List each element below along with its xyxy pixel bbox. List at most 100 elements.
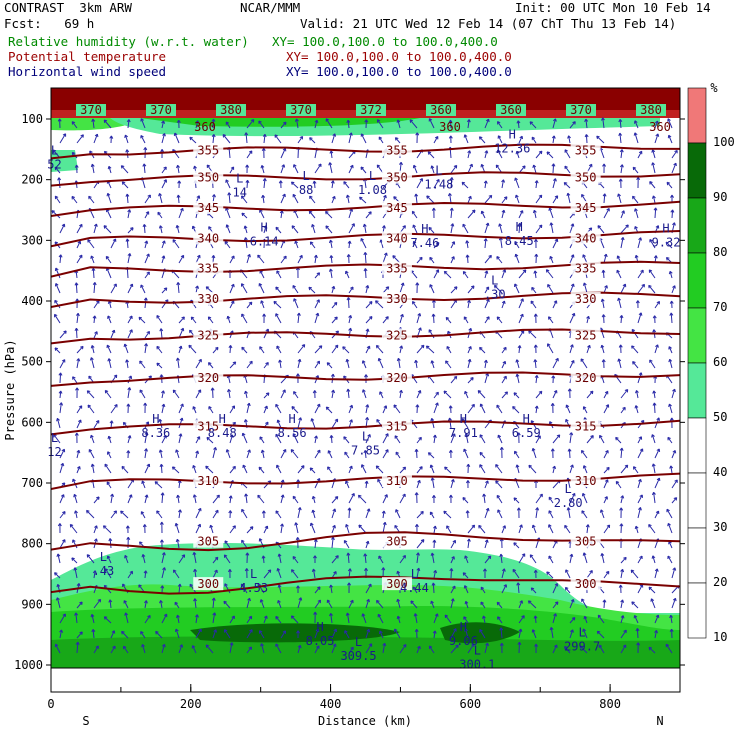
wind-vector [651, 434, 656, 444]
wind-vector [671, 285, 676, 294]
wind-vector [600, 553, 605, 564]
wind-vector [365, 285, 370, 294]
wind-vector [450, 539, 456, 549]
wind-vector [600, 344, 605, 354]
wind-vector [548, 496, 554, 504]
wind-extremum-h: H [523, 412, 530, 426]
wind-vector [176, 494, 181, 504]
wind-vector [259, 599, 265, 609]
wind-vector [142, 524, 147, 534]
wind-vector [533, 270, 538, 279]
wind-vector [292, 285, 299, 294]
theta-label-bg [570, 201, 601, 214]
wind-extremum-h: H [219, 412, 226, 426]
theta-label-315: 315 [575, 419, 597, 433]
wind-vector [357, 494, 367, 504]
theta-label-bg [193, 534, 224, 548]
wind-vector [535, 507, 540, 519]
colorbar-label: 30 [713, 520, 727, 534]
wind-vector [365, 345, 371, 354]
wind-vector [144, 253, 150, 264]
wind-vector [297, 135, 304, 144]
wind-vector [224, 540, 231, 549]
wind-vector [569, 464, 574, 474]
wind-vector [277, 584, 282, 594]
wind-vector [620, 224, 629, 234]
wind-vector [651, 162, 656, 174]
wind-vector [665, 643, 673, 654]
wind-vector [501, 375, 507, 384]
wind-extremum-value: 12 [47, 445, 61, 459]
wind-extremum-value: 8.05 [306, 634, 335, 648]
wind-vector [516, 507, 521, 519]
wind-vector [275, 403, 282, 414]
wind-vector [548, 316, 554, 324]
wind-vector [569, 344, 574, 354]
theta-label-340: 340 [197, 231, 219, 245]
wind-vector [208, 362, 214, 369]
wind-vector [427, 452, 435, 459]
wind-vector [331, 285, 336, 294]
theta-label-340: 340 [386, 231, 408, 245]
wind-vector [477, 390, 486, 399]
wind-vector [552, 238, 559, 249]
wind-vector [331, 524, 336, 534]
wind-vector [548, 510, 554, 519]
wind-vector [429, 464, 435, 474]
wind-vector [467, 358, 472, 369]
wind-vector [668, 270, 673, 279]
wind-vector [416, 389, 422, 399]
wind-vector [331, 389, 336, 399]
wind-vector [467, 538, 471, 549]
wind-vector [551, 375, 556, 384]
wind-vector [293, 164, 299, 174]
wind-vector [314, 403, 321, 414]
wind-vector [631, 345, 639, 354]
wind-vector [484, 539, 489, 549]
wind-vector [171, 466, 180, 474]
wind-vector [314, 254, 318, 264]
wind-vector [581, 449, 588, 459]
theta-label-300: 300 [197, 577, 219, 591]
wind-vector [59, 494, 65, 504]
wind-vector [637, 269, 644, 279]
wind-vector [552, 178, 557, 189]
wind-extremum-value: 8.48 [208, 426, 237, 440]
wind-vector [598, 644, 605, 654]
wind-vector [533, 615, 538, 624]
wind-vector [377, 613, 384, 624]
wind-vector [74, 432, 79, 444]
wind-vector [241, 432, 248, 444]
wind-vector [144, 494, 149, 504]
wind-vector [108, 538, 113, 549]
wind-vector [86, 390, 95, 399]
wind-vector [652, 390, 657, 399]
wind-vector [223, 600, 231, 609]
wind-vector [346, 552, 351, 564]
wind-vector [410, 600, 418, 609]
wind-vector [225, 121, 231, 129]
wind-vector [671, 567, 677, 579]
wind-vector [246, 402, 251, 414]
wind-vector [548, 207, 554, 219]
wind-vector [618, 344, 623, 354]
wind-vector [637, 478, 642, 489]
wind-vector [348, 599, 354, 609]
wind-vector [314, 586, 321, 594]
wind-vector [71, 195, 78, 204]
wind-vector [104, 389, 112, 399]
wind-vector [126, 119, 131, 129]
wind-extremum-h: H [421, 222, 428, 236]
wind-vector [597, 225, 605, 234]
wind-vector [484, 150, 489, 159]
wind-vector [484, 507, 490, 519]
wind-vector [615, 480, 622, 489]
wind-vector [280, 255, 287, 264]
wind-vector [227, 388, 231, 399]
wind-vector [636, 176, 641, 189]
wind-vector [618, 584, 623, 594]
theta-label-345: 345 [575, 201, 597, 215]
wind-vector [297, 358, 302, 369]
